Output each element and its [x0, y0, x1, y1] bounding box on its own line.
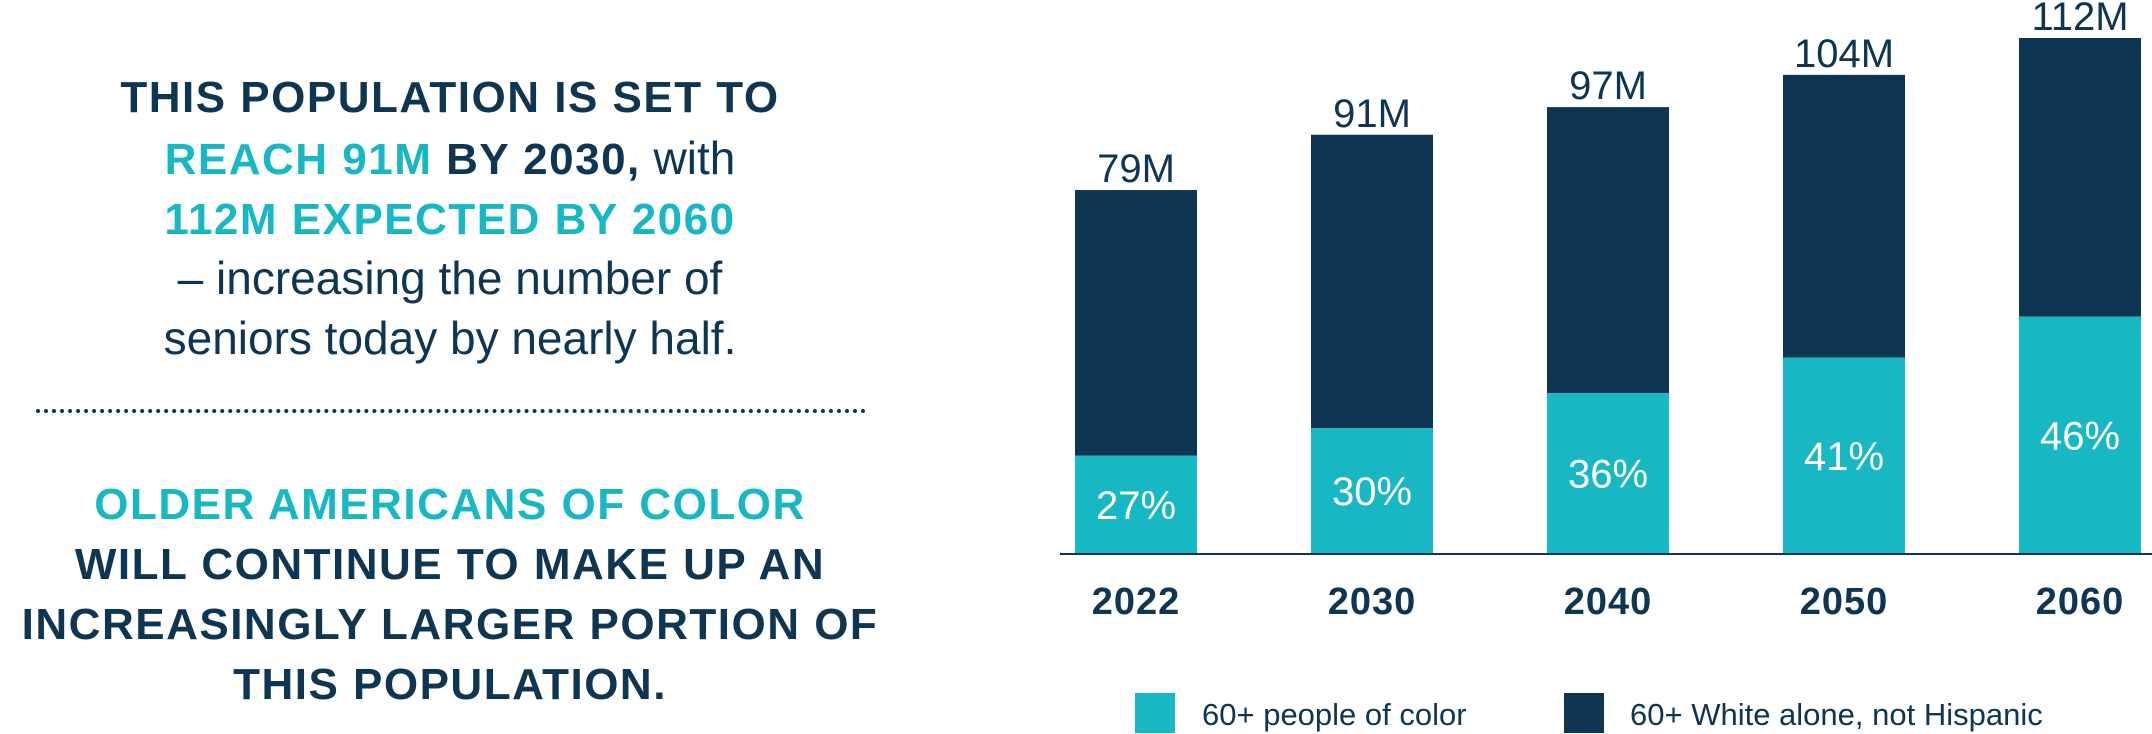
x-tick-label-2022: 2022 — [1092, 581, 1181, 623]
percent-label-2050: 41% — [1804, 435, 1884, 479]
total-label-2060: 112M — [2031, 0, 2128, 39]
percent-label-2030: 30% — [1332, 470, 1412, 514]
color-headline: OLDER AMERICANS OF COLOR WILL CONTINUE T… — [0, 475, 900, 715]
dotted-divider — [36, 409, 866, 413]
total-label-2040: 97M — [1569, 64, 1647, 108]
headline-line-2: REACH 91M BY 2030, with — [0, 128, 900, 190]
headline-by-2030: BY 2030, — [432, 135, 641, 184]
color-headline-line-1: OLDER AMERICANS OF COLOR — [94, 480, 806, 529]
total-label-2022: 79M — [1097, 147, 1175, 191]
legend-swatch-people-of-color — [1135, 693, 1175, 733]
legend-label-people-of-color: 60+ people of color — [1202, 697, 1467, 732]
color-headline-line-2: WILL CONTINUE TO MAKE UP AN — [74, 540, 826, 589]
bar-white-2022 — [1075, 190, 1197, 456]
x-tick-label-2040: 2040 — [1564, 581, 1653, 623]
bar-color-2022 — [1075, 455, 1197, 554]
headline-highlight-112m: 112M EXPECTED BY 2060 — [164, 195, 736, 244]
bar-color-2060 — [2019, 316, 2141, 554]
x-tick-label-2030: 2030 — [1328, 581, 1417, 623]
bar-color-2040 — [1547, 393, 1669, 554]
subtext-line-1: – increasing the number of — [177, 252, 723, 304]
subtext-line-2: seniors today by nearly half. — [163, 312, 737, 364]
text-panel: THIS POPULATION IS SET TO REACH 91M BY 2… — [0, 0, 900, 734]
headline-with: with — [640, 132, 736, 184]
legend-label-white-alone: 60+ White alone, not Hispanic — [1630, 697, 2043, 732]
bar-white-2030 — [1311, 134, 1433, 429]
total-label-2030: 91M — [1333, 92, 1411, 136]
total-label-2050: 104M — [1794, 32, 1894, 76]
x-tick-label-2060: 2060 — [2036, 581, 2125, 623]
bar-white-2040 — [1547, 107, 1669, 394]
color-headline-line-3: INCREASINGLY LARGER PORTION OF — [21, 600, 879, 649]
percent-label-2022: 27% — [1096, 484, 1176, 528]
population-headline: THIS POPULATION IS SET TO REACH 91M BY 2… — [0, 68, 900, 250]
bar-white-2060 — [2019, 38, 2141, 317]
color-headline-line-4: THIS POPULATION. — [233, 660, 667, 709]
bar-color-2030 — [1311, 428, 1433, 554]
percent-label-2060: 46% — [2040, 414, 2120, 458]
bar-color-2050 — [1783, 357, 1905, 554]
headline-highlight-91m: REACH 91M — [164, 135, 433, 184]
stacked-bar-chart: 79M 27% 2022 91M 30% 2030 97M 36% 2040 104M 41% 205… — [1060, 0, 2152, 733]
bar-white-2050 — [1783, 74, 1905, 358]
legend-swatch-white-alone — [1564, 693, 1604, 733]
population-subtext: – increasing the number of seniors today… — [0, 248, 900, 368]
percent-label-2040: 36% — [1568, 453, 1648, 497]
x-tick-label-2050: 2050 — [1800, 581, 1889, 623]
headline-line-1: THIS POPULATION IS SET TO — [120, 73, 780, 122]
